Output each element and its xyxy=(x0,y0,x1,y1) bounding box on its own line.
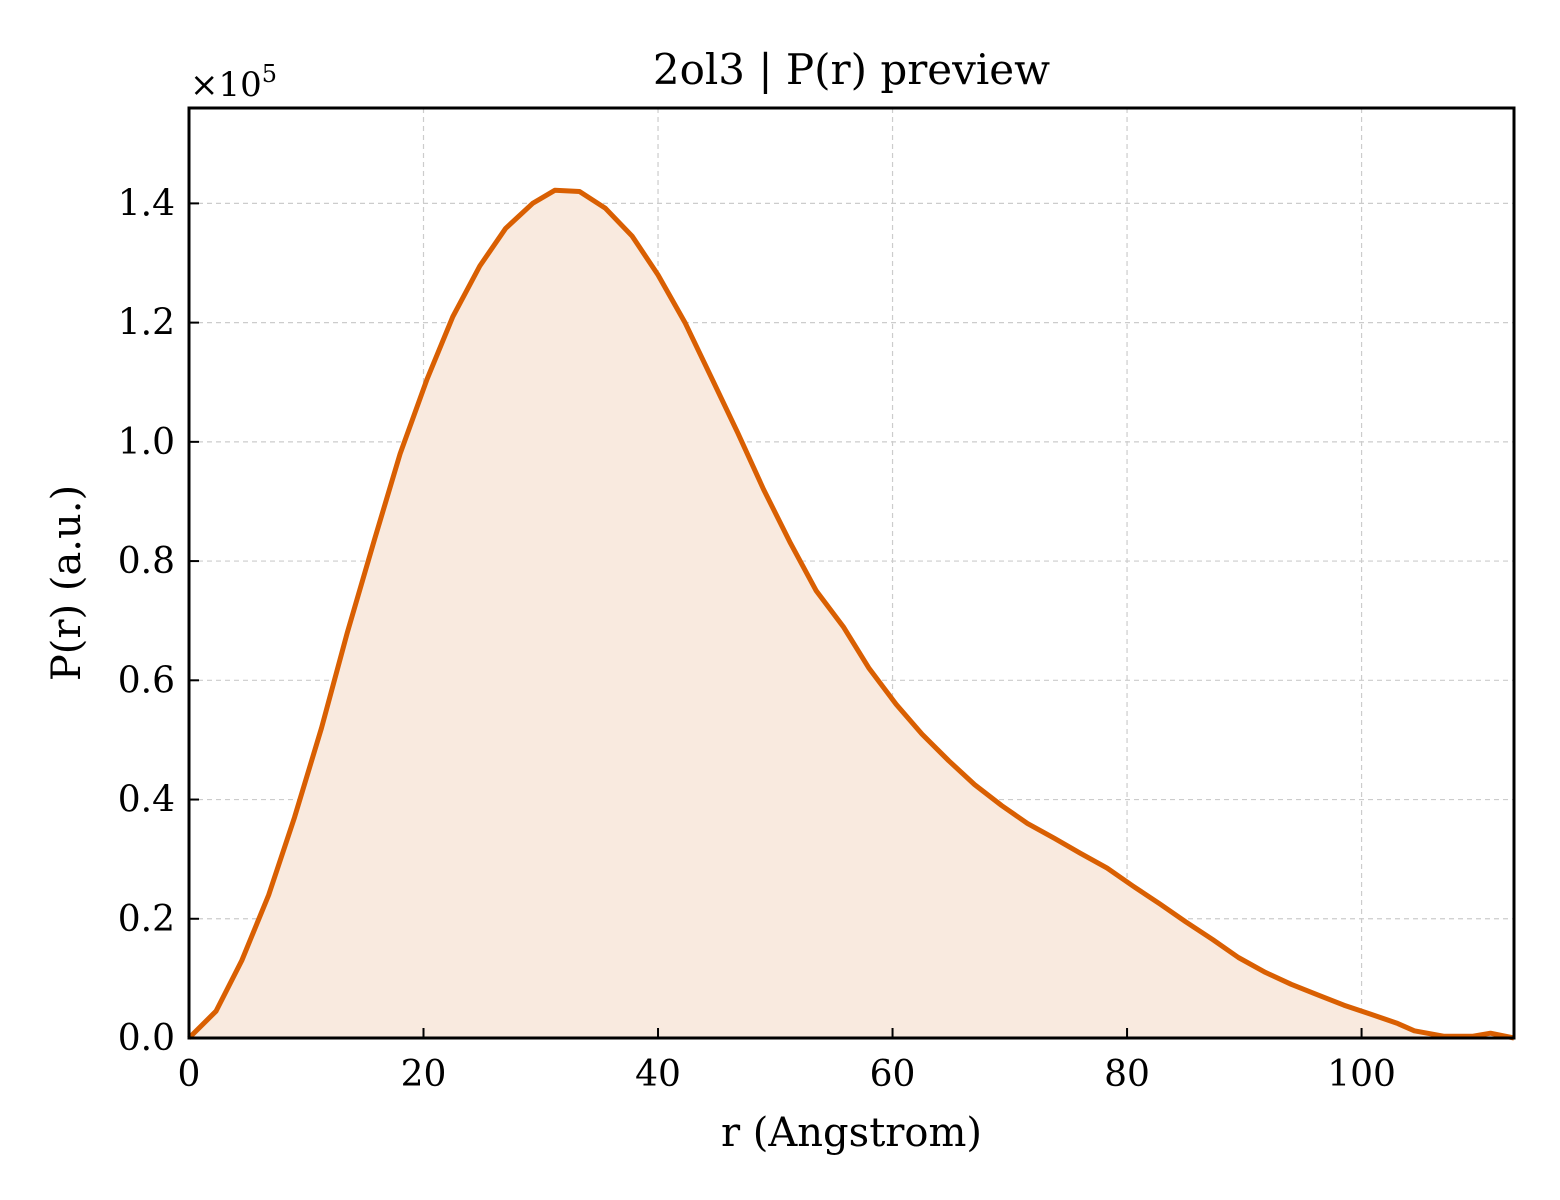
axis-ticks: 0 20 40 60 80 100 0.0 0.2 0.4 0.6 0.8 1.0 1.2 1.4 xyxy=(118,183,1396,1095)
y-tick-label: 0.0 xyxy=(118,1018,175,1059)
y-scale-multiplier: ×105 xyxy=(190,60,277,105)
chart-title: 2ol3 | P(r) preview xyxy=(653,45,1050,94)
y-tick-label: 1.4 xyxy=(118,183,175,224)
x-tick-label: 0 xyxy=(178,1054,201,1095)
x-tick-label: 80 xyxy=(1104,1054,1150,1095)
x-tick-label: 60 xyxy=(870,1054,916,1095)
x-tick-label: 100 xyxy=(1327,1054,1396,1095)
y-tick-label: 0.8 xyxy=(118,541,175,582)
y-tick-label: 0.6 xyxy=(118,660,175,701)
y-multiplier-exponent: 5 xyxy=(262,60,277,88)
x-tick-label: 20 xyxy=(401,1054,447,1095)
pr-series-line xyxy=(187,187,1515,1041)
x-tick-label: 40 xyxy=(635,1054,681,1095)
y-multiplier-base: ×10 xyxy=(190,65,262,105)
y-tick-label: 0.4 xyxy=(118,780,175,821)
y-tick-label: 1.0 xyxy=(118,422,175,463)
x-axis-label: r (Angstrom) xyxy=(721,1110,982,1156)
plot-frame xyxy=(187,106,1516,1040)
pr-area-fill xyxy=(189,190,1514,1039)
y-tick-label: 1.2 xyxy=(118,303,175,344)
y-tick-label: 0.2 xyxy=(118,899,175,940)
y-axis-label: P(r) (a.u.) xyxy=(44,485,90,681)
